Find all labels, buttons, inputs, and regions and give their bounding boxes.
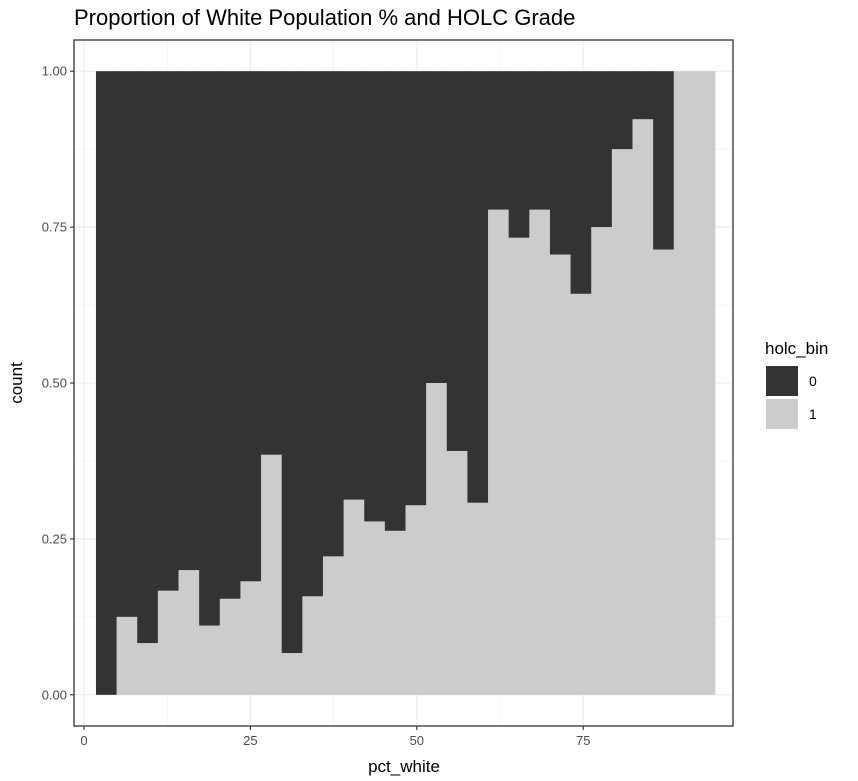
x-tick-label: 75 — [576, 733, 590, 748]
bar-segment-holc-0 — [405, 71, 427, 506]
bar-segment-holc-1 — [632, 119, 654, 695]
legend-key-1 — [766, 399, 798, 429]
bar-segment-holc-0 — [302, 71, 324, 597]
bar-segment-holc-0 — [95, 71, 118, 695]
bar-segment-holc-0 — [426, 71, 448, 383]
bar-segment-holc-1 — [219, 598, 241, 695]
bar-segment-holc-0 — [343, 71, 365, 500]
bar-segment-holc-0 — [137, 71, 159, 644]
bar-segment-holc-1 — [488, 209, 510, 695]
bar-segment-holc-0 — [591, 71, 613, 228]
legend-title: holc_bin — [765, 339, 828, 358]
bar-segment-holc-1 — [591, 227, 613, 695]
bar-segment-holc-0 — [508, 71, 530, 238]
bar-segment-holc-0 — [364, 71, 386, 522]
bar-segment-holc-0 — [178, 71, 200, 571]
bar-segment-holc-1 — [343, 499, 365, 695]
bar-segment-holc-0 — [488, 71, 510, 210]
bar-segment-holc-1 — [261, 454, 283, 695]
bar-segment-holc-1 — [364, 521, 386, 695]
chart-title: Proportion of White Population % and HOL… — [74, 5, 575, 30]
bar-segment-holc-1 — [549, 254, 571, 695]
bar-segment-holc-0 — [322, 71, 344, 557]
legend-label-1: 1 — [809, 406, 817, 422]
bar-segment-holc-1 — [467, 502, 489, 695]
bar-segment-holc-1 — [570, 293, 592, 695]
x-axis-title: pct_white — [368, 757, 440, 776]
bar-segment-holc-0 — [570, 71, 592, 294]
plot-area: 0 25 50 75 0.00 0.25 0.50 0.75 1.00 — [42, 39, 734, 748]
bar-segment-holc-1 — [673, 71, 695, 695]
bar-segment-holc-0 — [549, 71, 571, 255]
bar-segment-holc-0 — [281, 71, 303, 654]
bar-segment-holc-0 — [157, 71, 179, 591]
bar-segment-holc-1 — [426, 383, 448, 695]
bar-segment-holc-0 — [199, 71, 221, 626]
bar-segment-holc-1 — [157, 590, 179, 695]
bar-segment-holc-1 — [137, 643, 159, 695]
x-tick-label: 50 — [410, 733, 424, 748]
bar-segment-holc-0 — [632, 71, 654, 120]
bar-segment-holc-0 — [611, 71, 633, 150]
bar-segment-holc-1 — [281, 653, 303, 695]
legend-label-0: 0 — [809, 373, 817, 389]
x-tick-label: 25 — [243, 733, 257, 748]
y-tick-label: 0.00 — [42, 687, 67, 702]
y-tick-label: 0.75 — [42, 220, 67, 235]
y-axis-title: count — [7, 362, 26, 404]
bar-segment-holc-1 — [384, 530, 406, 695]
legend-key-0 — [766, 366, 798, 396]
bar-segment-holc-1 — [178, 570, 200, 695]
bar-segment-holc-1 — [694, 71, 716, 695]
bar-segment-holc-1 — [116, 616, 138, 695]
bar-segment-holc-1 — [405, 505, 427, 695]
bar-segment-holc-0 — [653, 71, 675, 250]
y-tick-label: 0.50 — [42, 376, 67, 391]
bar-segment-holc-1 — [446, 450, 468, 695]
bar-segment-holc-1 — [302, 596, 324, 695]
bar-segment-holc-1 — [653, 249, 675, 695]
bar-segment-holc-1 — [322, 556, 344, 695]
bar-segment-holc-1 — [199, 625, 221, 695]
bar-segment-holc-0 — [384, 71, 406, 531]
bar-segment-holc-1 — [508, 237, 530, 695]
y-tick-label: 1.00 — [42, 64, 67, 79]
bar-segment-holc-0 — [240, 71, 262, 582]
bar-segment-holc-1 — [240, 581, 262, 695]
x-tick-label: 0 — [80, 733, 87, 748]
bar-segment-holc-0 — [467, 71, 489, 503]
bar-segment-holc-0 — [116, 71, 138, 617]
bar-segment-holc-0 — [446, 71, 468, 451]
bar-segment-holc-1 — [611, 149, 633, 695]
bar-segment-holc-0 — [219, 71, 241, 599]
legend: holc_bin 0 1 — [765, 339, 828, 429]
y-tick-label: 0.25 — [42, 531, 67, 546]
bar-segment-holc-0 — [261, 71, 283, 455]
bar-segment-holc-0 — [529, 71, 551, 210]
bar-segment-holc-1 — [529, 209, 551, 695]
